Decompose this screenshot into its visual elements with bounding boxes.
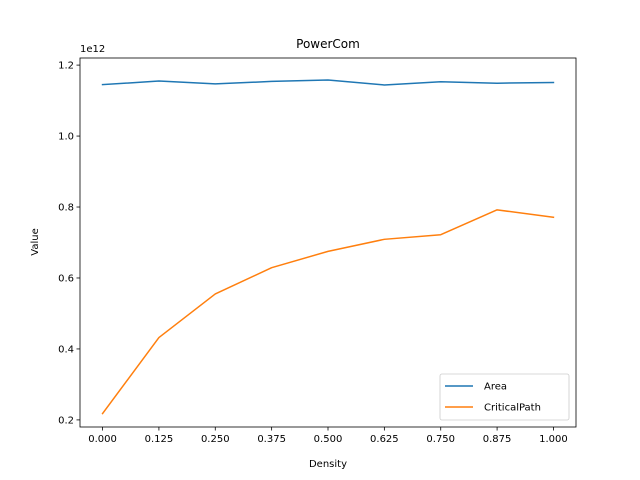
x-tick-label: 0.125 bbox=[145, 434, 174, 445]
x-tick-label: 0.000 bbox=[88, 434, 117, 445]
y-tick-label: 1.0 bbox=[58, 132, 74, 143]
chart-title: PowerCom bbox=[296, 37, 360, 51]
y-tick-label: 0.2 bbox=[58, 415, 74, 426]
plot-area bbox=[101, 79, 555, 415]
series-line-criticalpath bbox=[101, 209, 555, 415]
y-tick-label: 1.2 bbox=[58, 61, 74, 72]
legend-label-criticalpath: CriticalPath bbox=[484, 403, 541, 414]
x-tick-label: 0.750 bbox=[426, 434, 455, 445]
axes: 0.000 0.125 0.250 0.375 0.500 0.625 0.750 0.875… bbox=[58, 57, 577, 445]
x-tick-label: 0.875 bbox=[483, 434, 512, 445]
x-tick-label: 0.375 bbox=[257, 434, 286, 445]
series-line-area bbox=[101, 79, 555, 86]
legend: Area CriticalPath bbox=[439, 373, 570, 421]
y-tick-label: 0.8 bbox=[58, 203, 74, 214]
x-tick-label: 1.000 bbox=[539, 434, 568, 445]
legend-label-area: Area bbox=[484, 382, 507, 393]
y-tick-label: 0.6 bbox=[58, 273, 74, 284]
y-tick-label: 0.4 bbox=[58, 344, 74, 355]
x-tick-label: 0.500 bbox=[314, 434, 343, 445]
y-offset-label: 1e12 bbox=[80, 44, 105, 55]
y-axis-title: Value bbox=[30, 228, 41, 255]
x-tick-label: 0.250 bbox=[201, 434, 230, 445]
x-tick-label: 0.625 bbox=[370, 434, 399, 445]
x-axis-title: Density bbox=[309, 459, 347, 470]
